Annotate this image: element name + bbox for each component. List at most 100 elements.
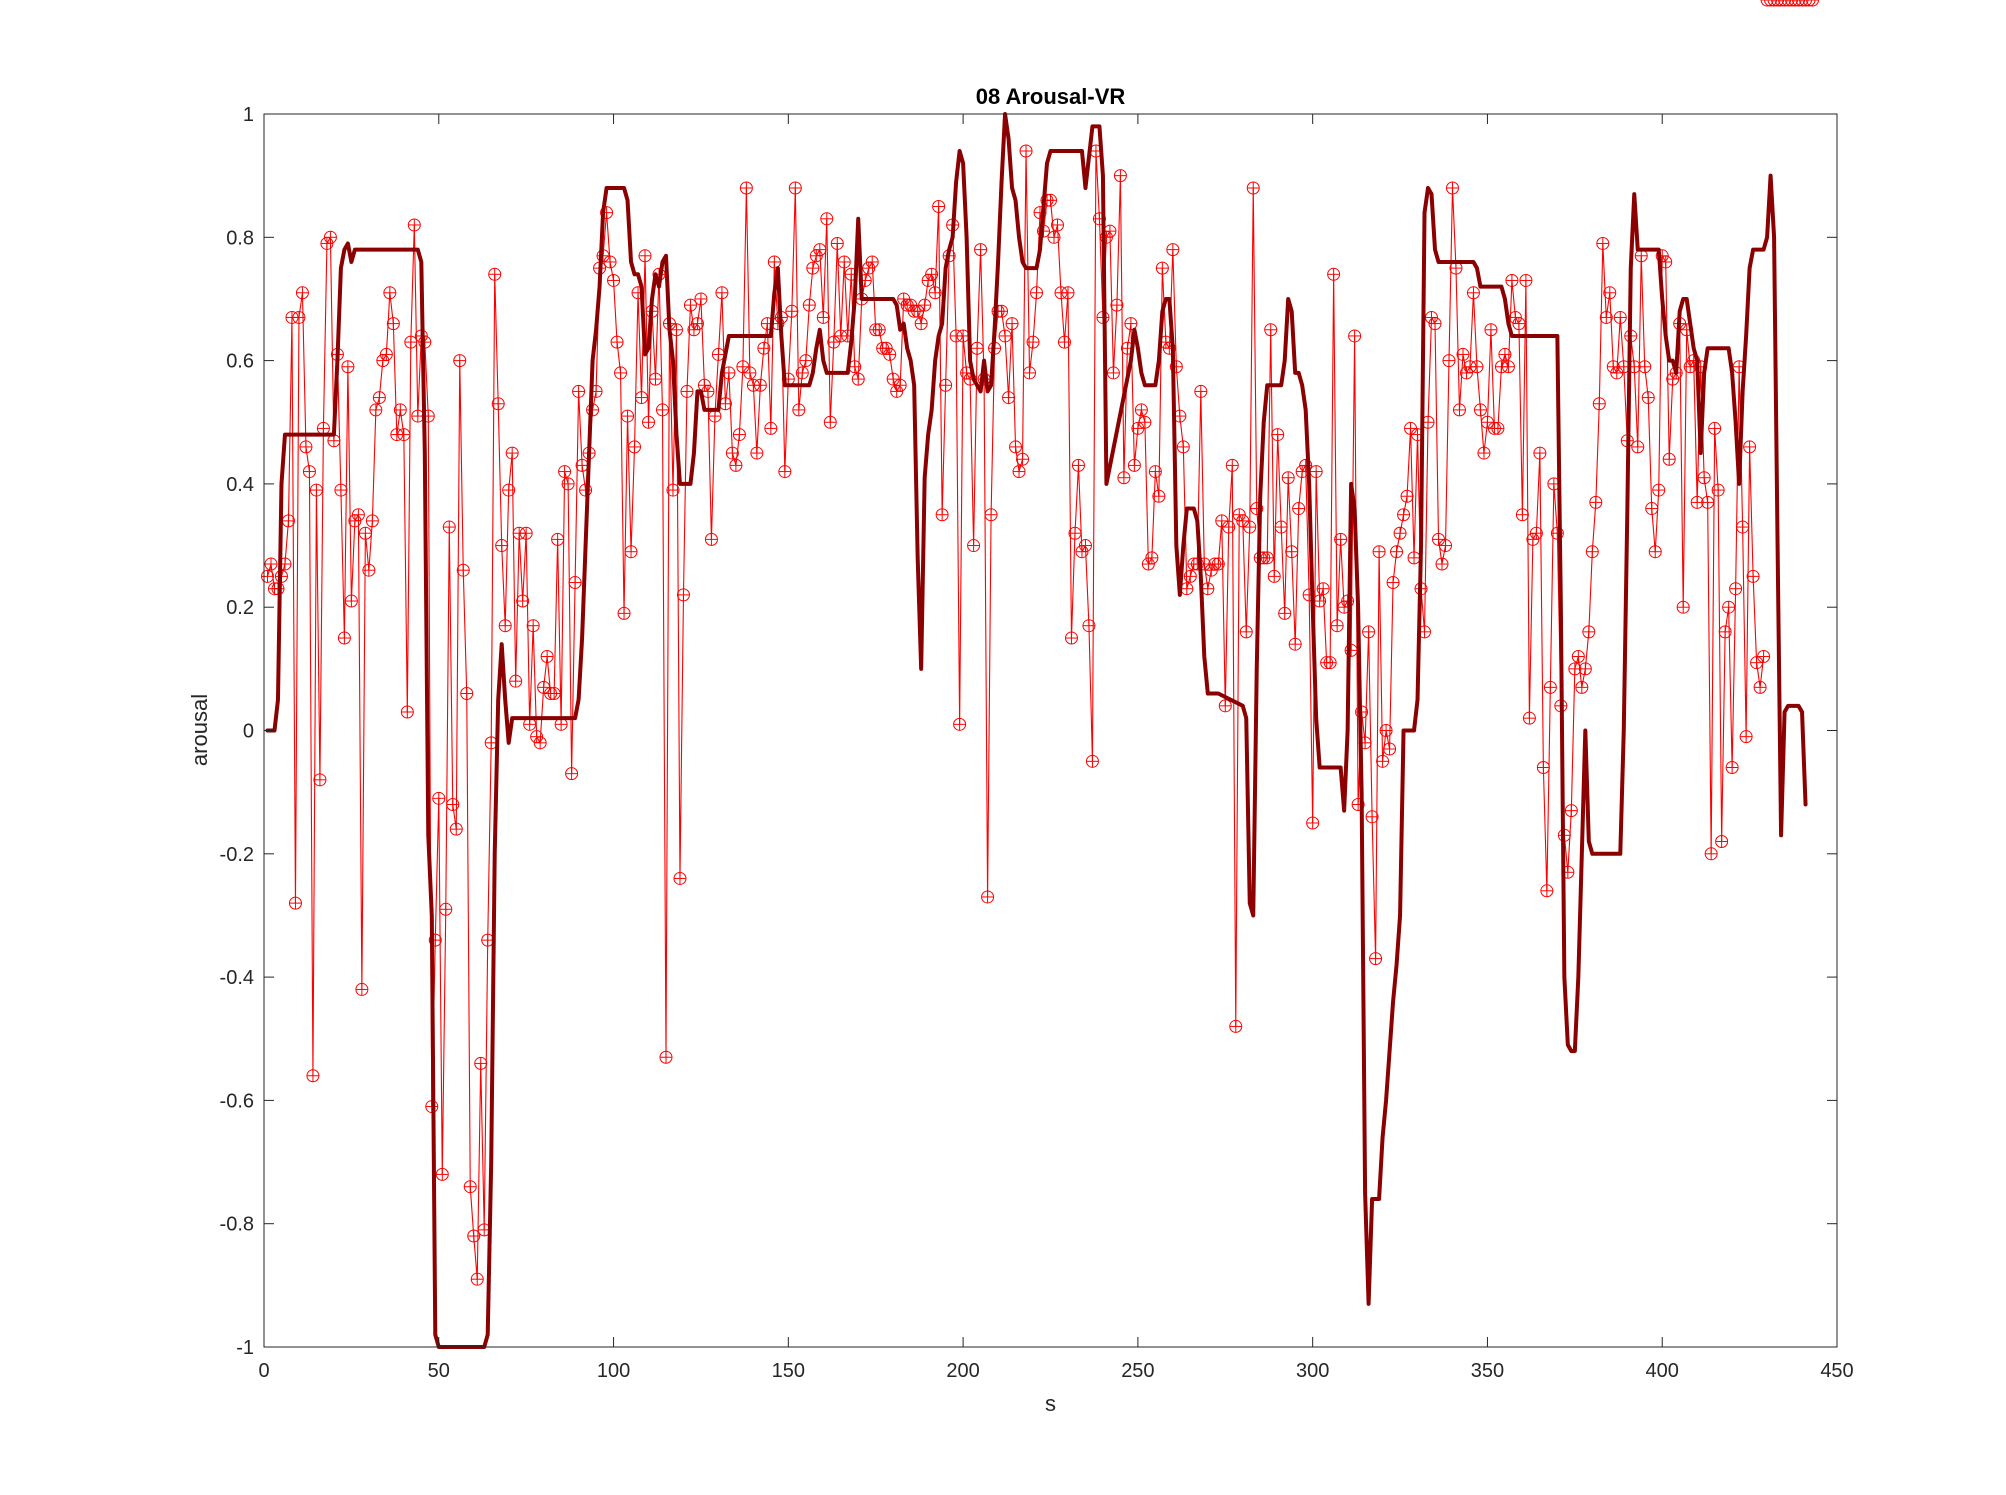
raw-arousal-marker (302, 465, 316, 479)
raw-arousal-marker (1799, 0, 1813, 7)
raw-arousal-markers (260, 0, 1820, 1286)
raw-arousal-marker (837, 255, 851, 269)
raw-arousal-marker (1148, 465, 1162, 479)
raw-arousal-marker (1061, 286, 1075, 300)
raw-arousal-marker (984, 508, 998, 522)
raw-arousal-marker (1771, 0, 1785, 7)
raw-arousal-marker (495, 539, 509, 553)
raw-arousal-marker (1428, 317, 1442, 331)
raw-arousal-marker (1386, 576, 1400, 590)
raw-arousal-marker (1383, 742, 1397, 756)
raw-arousal-marker (823, 415, 837, 429)
raw-arousal-marker (1362, 625, 1376, 639)
raw-arousal-marker (1543, 680, 1557, 694)
raw-arousal-marker (998, 329, 1012, 343)
raw-arousal-marker (341, 360, 355, 374)
raw-arousal-marker (306, 1069, 320, 1083)
raw-arousal-marker (1501, 360, 1515, 374)
raw-arousal-marker (1281, 471, 1295, 485)
raw-arousal-marker (865, 255, 879, 269)
raw-arousal-marker (1592, 397, 1606, 411)
raw-arousal-marker (872, 323, 886, 337)
raw-arousal-marker (351, 508, 365, 522)
raw-arousal-marker (498, 619, 512, 633)
raw-arousal-marker (1124, 317, 1138, 331)
raw-arousal-marker (1313, 594, 1327, 608)
series-layer (260, 0, 1820, 1349)
marker-circle (1781, 0, 1795, 7)
raw-arousal-marker (1757, 650, 1771, 664)
raw-arousal-marker (460, 687, 474, 701)
raw-arousal-marker (1292, 502, 1306, 516)
raw-arousal-marker (1050, 218, 1064, 232)
raw-arousal-marker (795, 366, 809, 380)
raw-arousal-marker (642, 415, 656, 429)
raw-arousal-marker (729, 458, 743, 472)
raw-arousal-marker (1309, 465, 1323, 479)
x-tick-label: 50 (428, 1360, 450, 1382)
y-tick-label: 0.6 (226, 351, 254, 373)
raw-arousal-marker (1578, 662, 1592, 676)
raw-arousal-marker (1071, 458, 1085, 472)
raw-arousal-marker (561, 477, 575, 491)
raw-arousal-marker (1404, 421, 1418, 435)
y-axis-label: arousal (187, 694, 212, 766)
raw-arousal-marker (1743, 440, 1757, 454)
raw-arousal-marker (1764, 0, 1778, 7)
raw-arousal-marker (935, 508, 949, 522)
raw-arousal-marker (1603, 286, 1617, 300)
marker-circle (1767, 0, 1781, 7)
chart-title: 08 Arousal-VR (976, 84, 1126, 109)
raw-arousal-marker (1002, 391, 1016, 405)
raw-arousal-marker (785, 304, 799, 318)
raw-arousal-marker (568, 576, 582, 590)
raw-arousal-marker (753, 378, 767, 392)
raw-arousal-marker (407, 218, 421, 232)
raw-arousal-marker (1792, 0, 1806, 7)
raw-arousal-marker (1778, 0, 1792, 7)
raw-arousal-marker (1113, 169, 1127, 183)
raw-arousal-marker (1739, 730, 1753, 744)
raw-arousal-marker (313, 773, 327, 787)
raw-arousal-marker (1169, 360, 1183, 374)
raw-arousal-marker (1774, 0, 1788, 7)
raw-arousal-marker (1009, 440, 1023, 454)
raw-arousal-marker (1393, 526, 1407, 540)
raw-arousal-marker (624, 545, 638, 559)
raw-arousal-marker (757, 341, 771, 355)
raw-arousal-marker (491, 397, 505, 411)
raw-arousal-marker (1711, 483, 1725, 497)
marker-circle (1774, 0, 1788, 7)
raw-arousal-marker (467, 1229, 481, 1243)
raw-arousal-marker (607, 273, 621, 287)
raw-arousal-marker (1078, 539, 1092, 553)
raw-arousal-marker (1466, 286, 1480, 300)
raw-arousal-marker (1589, 495, 1603, 509)
raw-arousal-marker (610, 335, 624, 349)
raw-arousal-marker (260, 569, 274, 583)
raw-arousal-marker (1571, 650, 1585, 664)
marker-circle (1795, 0, 1809, 7)
raw-arousal-marker (1701, 495, 1715, 509)
raw-arousal-marker (372, 391, 386, 405)
x-tick-label: 250 (1121, 1360, 1154, 1382)
raw-arousal-marker (551, 532, 565, 546)
raw-arousal-marker (1445, 181, 1459, 195)
raw-arousal-marker (1285, 545, 1299, 559)
raw-arousal-marker (614, 366, 628, 380)
raw-arousal-marker (932, 199, 946, 213)
y-tick-label: 0.8 (226, 227, 254, 249)
raw-arousal-marker (918, 298, 932, 312)
raw-arousal-marker (1585, 545, 1599, 559)
smoothed-arousal-line (265, 112, 1808, 1349)
y-tick-label: -0.2 (220, 844, 254, 866)
raw-arousal-marker (778, 465, 792, 479)
raw-arousal-marker (1484, 323, 1498, 337)
raw-arousal-marker (1033, 206, 1047, 220)
raw-arousal-marker (725, 446, 739, 460)
y-tick-label: 0 (243, 721, 254, 743)
marker-circle (1806, 0, 1820, 7)
raw-arousal-marker (813, 243, 827, 257)
raw-arousal-marker (1323, 656, 1337, 670)
raw-arousal-marker (1753, 680, 1767, 694)
